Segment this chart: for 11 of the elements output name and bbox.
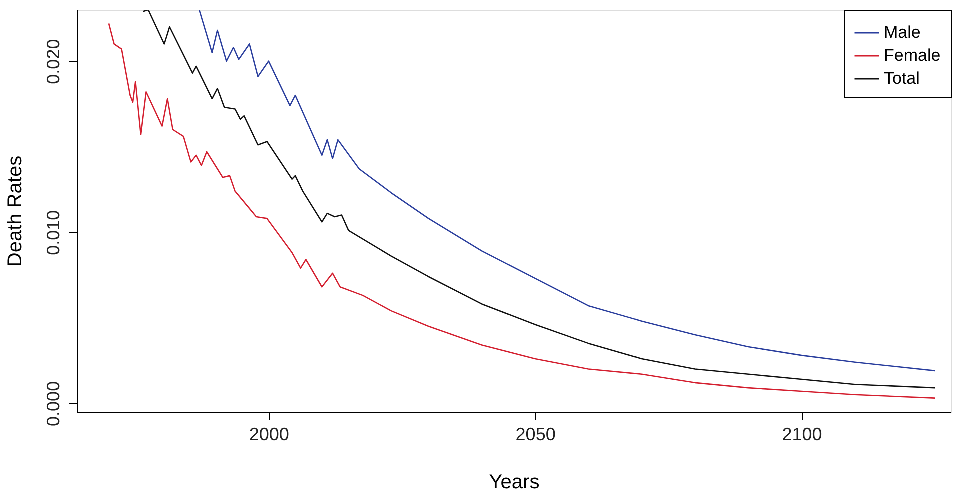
x-tick-label: 2000 xyxy=(249,424,290,444)
legend-label: Total xyxy=(884,69,920,88)
y-axis-title: Death Rates xyxy=(4,156,26,268)
y-tick-label: 0.000 xyxy=(44,381,64,426)
x-tick-label: 2100 xyxy=(782,424,822,444)
legend-label: Female xyxy=(884,46,941,65)
x-axis-title: Years xyxy=(489,472,540,494)
x-tick-label: 2050 xyxy=(516,424,556,444)
y-tick-label: 0.020 xyxy=(44,39,64,84)
y-tick-label: 0.010 xyxy=(44,210,64,256)
legend-label: Male xyxy=(884,23,921,42)
